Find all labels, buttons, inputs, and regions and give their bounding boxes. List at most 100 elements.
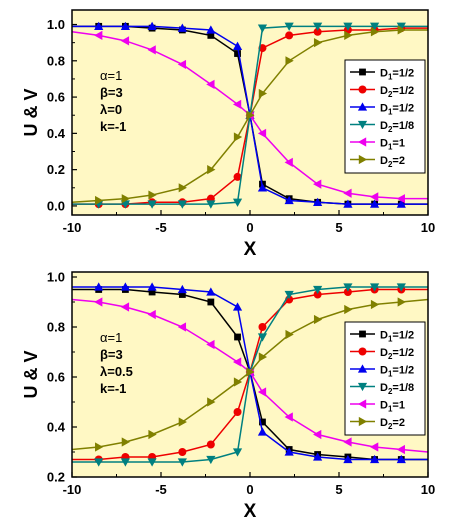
data-point bbox=[343, 288, 352, 296]
data-point bbox=[148, 429, 157, 440]
legend-label: D2=1/8 bbox=[380, 382, 414, 396]
x-tick-label: -5 bbox=[155, 482, 167, 497]
data-point bbox=[147, 45, 156, 55]
legend-label-sub: 1 bbox=[388, 335, 393, 344]
legend-marker bbox=[358, 416, 368, 427]
x-axis-label: X bbox=[244, 501, 257, 522]
data-point bbox=[206, 287, 216, 296]
data-point bbox=[233, 172, 242, 181]
data-point bbox=[284, 195, 294, 205]
data-point bbox=[94, 297, 103, 307]
legend-label-sub: 1 bbox=[388, 108, 393, 117]
data-point bbox=[177, 23, 187, 32]
data-point bbox=[258, 352, 268, 362]
data-point bbox=[232, 357, 242, 367]
data-point bbox=[258, 323, 267, 331]
legend-label-rest: =1/2 bbox=[392, 347, 414, 359]
data-point bbox=[343, 283, 353, 292]
data-point bbox=[177, 200, 187, 209]
data-point bbox=[344, 304, 353, 315]
legend-label-main: D bbox=[380, 103, 388, 115]
data-point bbox=[232, 302, 243, 311]
data-point bbox=[396, 22, 406, 31]
data-point bbox=[233, 132, 243, 142]
data-point bbox=[396, 454, 406, 464]
data-point bbox=[206, 200, 216, 209]
data-point bbox=[207, 298, 215, 306]
data-point bbox=[206, 440, 215, 449]
data-point bbox=[285, 56, 294, 66]
chart-panel-top: -10 -5 0 5 10 0.0 0.2 0.4 0.6 0.8 1.0 X U & V α=1 β=3 λ… bbox=[21, 9, 435, 260]
y-tick-label: 0.2 bbox=[47, 470, 65, 485]
data-point bbox=[94, 30, 103, 40]
data-point bbox=[397, 25, 406, 35]
data-point bbox=[285, 329, 294, 340]
legend-marker bbox=[357, 364, 368, 373]
data-point bbox=[234, 333, 241, 341]
data-point bbox=[207, 397, 216, 407]
plot-frame bbox=[71, 9, 429, 216]
legend-label-main: D bbox=[380, 365, 388, 377]
data-point bbox=[148, 288, 156, 296]
data-point bbox=[120, 36, 130, 46]
chart-panel-bottom: -10 -5 0 5 10 0.2 0.4 0.6 0.8 1.0 X U & V α=1 β=3 λ=0.… bbox=[0, 262, 474, 524]
x-tick-label: 0 bbox=[246, 220, 253, 235]
data-point bbox=[246, 367, 255, 377]
legend-marker bbox=[358, 85, 367, 94]
data-point bbox=[94, 282, 104, 291]
data-point bbox=[396, 199, 406, 208]
data-point bbox=[313, 22, 323, 31]
legend-label-main: D bbox=[380, 155, 388, 167]
parameter-annotation: α=1 bbox=[100, 330, 122, 345]
data-point bbox=[233, 408, 242, 416]
y-tick-label: 0.6 bbox=[47, 90, 65, 105]
data-point bbox=[313, 27, 322, 36]
legend-label-main: D bbox=[380, 347, 388, 359]
legend-label-rest: =1/8 bbox=[392, 382, 414, 394]
legend-label: D1=1 bbox=[380, 400, 405, 414]
y-axis-label: U & V bbox=[21, 350, 41, 398]
data-point bbox=[313, 314, 323, 325]
data-point bbox=[313, 429, 322, 440]
legend-label-sub: 2 bbox=[388, 352, 393, 361]
legend-marker bbox=[357, 102, 368, 111]
legend-label-rest: =1/8 bbox=[392, 120, 414, 132]
data-point bbox=[370, 299, 380, 310]
parameter-annotation: k=-1 bbox=[100, 381, 126, 396]
legend-label: D1=1/2 bbox=[380, 365, 414, 379]
data-point bbox=[246, 110, 255, 120]
y-tick-label: 1.0 bbox=[47, 17, 65, 32]
data-point bbox=[206, 339, 215, 350]
data-point bbox=[284, 412, 293, 422]
x-tick-label: 5 bbox=[335, 220, 342, 235]
parameter-annotation: β=3 bbox=[100, 85, 123, 100]
legend-marker bbox=[357, 399, 367, 409]
parameter-annotation: λ=0.5 bbox=[100, 364, 133, 379]
legend-marker bbox=[357, 137, 367, 147]
y-tick-label: 0.2 bbox=[47, 162, 65, 177]
data-point bbox=[343, 22, 353, 31]
legend-label: D2=1/8 bbox=[380, 120, 414, 134]
y-tick-label: 0.6 bbox=[47, 370, 65, 385]
legend-label: D2=2 bbox=[380, 417, 405, 431]
legend-label-sub: 1 bbox=[388, 370, 393, 379]
y-tick-label: 0.4 bbox=[47, 420, 66, 435]
legend-marker bbox=[358, 347, 367, 356]
data-point bbox=[120, 282, 130, 291]
data-point bbox=[257, 183, 268, 192]
data-point bbox=[120, 21, 130, 31]
parameter-annotation: α=1 bbox=[100, 68, 122, 83]
chart-bottom-svg: -10 -5 0 5 10 0.2 0.4 0.6 0.8 1.0 X U & V α=1 β=3 λ=0.… bbox=[21, 270, 435, 523]
legend-label-sub: 1 bbox=[388, 143, 393, 152]
legend-label-sub: 2 bbox=[388, 387, 393, 396]
legend-label-main: D bbox=[380, 382, 388, 394]
data-point bbox=[370, 283, 380, 292]
legend-label-main: D bbox=[380, 120, 388, 132]
data-point bbox=[313, 38, 323, 48]
data-point bbox=[232, 448, 243, 457]
data-point bbox=[343, 454, 353, 464]
legend-label: D1=1/2 bbox=[380, 103, 414, 117]
data-point bbox=[258, 88, 268, 99]
data-point bbox=[313, 285, 323, 295]
